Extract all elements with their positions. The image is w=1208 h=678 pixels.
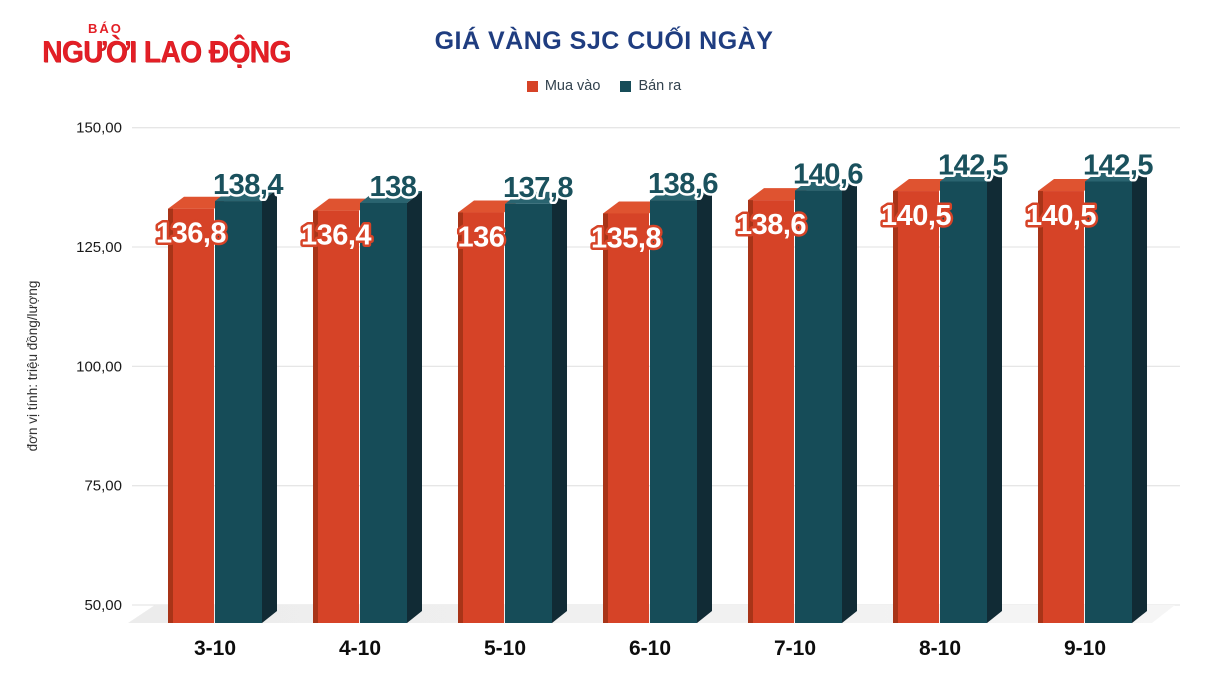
bar-sell-side-3-10 (262, 189, 277, 623)
x-tick-label-6-10: 6-10 (629, 637, 671, 660)
buy-value-label-6-10: 135,8 (591, 222, 661, 254)
bar-sell-side-8-10 (987, 169, 1002, 623)
bar-buy-top-9-10 (1038, 179, 1100, 192)
bar-buy-top-7-10 (748, 188, 810, 201)
bar-sell-7-10 (795, 190, 842, 623)
y-tick-label: 100,00 (76, 358, 122, 375)
bar-sell-8-10 (940, 181, 987, 623)
bar-sell-3-10 (215, 201, 262, 623)
logo-top-text: BÁO (88, 21, 123, 36)
bar-buy-edge-8-10 (893, 191, 898, 623)
bar-buy-5-10 (458, 212, 504, 623)
bar-sell-9-10 (1085, 181, 1132, 623)
bar-sell-side-5-10 (552, 191, 567, 623)
bar-buy-top-4-10 (313, 198, 375, 211)
sell-value-label-7-10: 140,6 (793, 159, 863, 191)
bar-sell-top-5-10 (505, 191, 567, 204)
sell-value-label-5-10: 137,8 (503, 172, 573, 204)
buy-value-label-4-10: 136,4 (301, 220, 371, 252)
sell-value-label-8-10: 142,5 (938, 149, 1008, 181)
legend-label-sell: Bán ra (638, 78, 682, 94)
buy-color-swatch (526, 80, 538, 92)
buy-value-label-9-10: 140,5 (1026, 200, 1096, 232)
logo: BÁO NGƯỜI LAO ĐỘNG (42, 21, 291, 69)
x-tick-label-9-10: 9-10 (1064, 637, 1106, 660)
legend-item-sell: Bán ra (620, 78, 681, 94)
x-tick-label-7-10: 7-10 (774, 637, 816, 660)
x-tick-label-3-10: 3-10 (194, 637, 236, 660)
y-tick-label: 75,00 (84, 478, 122, 495)
sell-value-label-6-10: 138,6 (648, 168, 718, 200)
bar-buy-edge-9-10 (1038, 191, 1043, 623)
page-title: GIÁ VÀNG SJC CUỐI NGÀY (434, 27, 774, 55)
bar-buy-4-10 (313, 210, 359, 623)
bar-sell-top-4-10 (360, 190, 422, 203)
x-tick-label-8-10: 8-10 (919, 637, 961, 660)
bar-buy-top-3-10 (168, 196, 230, 209)
bar-sell-side-9-10 (1132, 169, 1147, 623)
bar-buy-top-5-10 (458, 200, 520, 213)
legend: Mua vào Bán ra (0, 78, 1208, 94)
bar-sell-4-10 (360, 202, 407, 623)
bar-buy-edge-4-10 (313, 210, 318, 623)
bar-buy-top-6-10 (603, 201, 665, 214)
bar-buy-edge-7-10 (748, 200, 753, 624)
buy-value-label-8-10: 140,5 (881, 200, 951, 232)
y-tick-label: 125,00 (76, 239, 122, 256)
bar-buy-7-10 (748, 200, 794, 624)
sell-value-label-4-10: 138 (370, 171, 417, 203)
bar-buy-top-8-10 (893, 179, 955, 192)
logo-main-text: NGƯỜI LAO ĐỘNG (42, 34, 291, 69)
legend-item-buy: Mua vào (526, 78, 601, 94)
buy-value-label-5-10: 136 (458, 222, 505, 254)
bar-sell-top-9-10 (1085, 169, 1147, 182)
y-axis-title: đơn vị tính: triệu đồng/lượng (25, 281, 40, 452)
bar-sell-top-3-10 (215, 189, 277, 202)
sell-value-label-9-10: 142,5 (1083, 149, 1153, 181)
bar-buy-9-10 (1038, 191, 1084, 623)
buy-value-label-7-10: 138,6 (736, 209, 806, 241)
x-tick-label-5-10: 5-10 (484, 637, 526, 660)
bar-buy-edge-3-10 (168, 208, 173, 623)
sell-value-label-3-10: 138,4 (213, 169, 283, 201)
bar-sell-top-7-10 (795, 178, 857, 191)
bar-sell-side-7-10 (842, 178, 857, 623)
sell-color-swatch (620, 80, 632, 92)
y-tick-label: 50,00 (84, 597, 122, 614)
legend-label-buy: Mua vào (544, 78, 601, 94)
bar-buy-6-10 (603, 213, 649, 623)
y-tick-label: 150,00 (76, 120, 122, 137)
bar-sell-side-4-10 (407, 190, 422, 623)
bar-buy-3-10 (168, 208, 214, 623)
bar-buy-edge-6-10 (603, 213, 608, 623)
bar-sell-top-6-10 (650, 188, 712, 201)
bar-sell-side-6-10 (697, 188, 712, 624)
x-tick-label-4-10: 4-10 (339, 637, 381, 660)
bar-buy-edge-5-10 (458, 212, 463, 623)
buy-value-label-3-10: 136,8 (156, 218, 226, 250)
bar-sell-top-8-10 (940, 169, 1002, 182)
bar-sell-5-10 (505, 203, 552, 623)
bar-sell-6-10 (650, 200, 697, 624)
bar-buy-8-10 (893, 191, 939, 623)
